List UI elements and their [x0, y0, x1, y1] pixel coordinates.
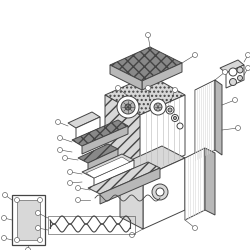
Circle shape — [58, 136, 62, 140]
Polygon shape — [105, 75, 185, 115]
Circle shape — [146, 86, 150, 90]
Polygon shape — [185, 148, 205, 220]
Circle shape — [172, 114, 178, 121]
Polygon shape — [86, 157, 130, 178]
Circle shape — [26, 248, 30, 250]
Circle shape — [174, 116, 176, 119]
Circle shape — [246, 66, 250, 70]
Circle shape — [36, 226, 41, 230]
Circle shape — [121, 100, 135, 114]
Polygon shape — [88, 149, 118, 170]
Circle shape — [117, 96, 139, 118]
Circle shape — [14, 238, 20, 242]
Polygon shape — [82, 126, 128, 154]
Circle shape — [192, 52, 198, 58]
Circle shape — [230, 78, 236, 86]
Polygon shape — [205, 148, 215, 215]
Polygon shape — [110, 47, 182, 81]
Circle shape — [76, 186, 80, 190]
Polygon shape — [88, 162, 160, 194]
Circle shape — [156, 188, 164, 196]
Polygon shape — [120, 165, 143, 229]
Circle shape — [62, 156, 68, 160]
Polygon shape — [82, 154, 134, 178]
Circle shape — [2, 236, 6, 240]
Polygon shape — [76, 117, 100, 139]
Polygon shape — [12, 195, 45, 245]
Polygon shape — [94, 160, 134, 186]
Polygon shape — [72, 120, 128, 146]
Polygon shape — [142, 63, 182, 90]
Circle shape — [238, 76, 242, 80]
Polygon shape — [100, 168, 160, 204]
Circle shape — [36, 210, 41, 216]
Circle shape — [76, 198, 80, 202]
Polygon shape — [143, 158, 185, 229]
Circle shape — [192, 226, 198, 230]
Circle shape — [2, 216, 6, 220]
Circle shape — [229, 68, 237, 76]
Polygon shape — [220, 60, 244, 73]
Polygon shape — [120, 146, 185, 177]
Circle shape — [152, 184, 168, 200]
Circle shape — [232, 98, 237, 102]
Circle shape — [116, 86, 120, 90]
Circle shape — [56, 120, 60, 124]
Circle shape — [246, 52, 250, 58]
Polygon shape — [140, 95, 185, 175]
Polygon shape — [17, 200, 40, 240]
Circle shape — [166, 106, 174, 114]
Circle shape — [2, 192, 7, 198]
Circle shape — [58, 148, 62, 152]
Polygon shape — [215, 80, 222, 155]
Circle shape — [236, 126, 240, 130]
Circle shape — [168, 108, 172, 112]
Polygon shape — [105, 95, 140, 175]
Circle shape — [172, 88, 178, 92]
Circle shape — [237, 67, 243, 73]
Polygon shape — [195, 80, 215, 160]
Polygon shape — [226, 65, 244, 88]
Circle shape — [130, 232, 134, 237]
Circle shape — [38, 238, 43, 242]
Circle shape — [68, 170, 72, 174]
Circle shape — [14, 198, 20, 202]
Circle shape — [38, 198, 43, 202]
Circle shape — [177, 123, 183, 129]
Circle shape — [146, 32, 150, 38]
Circle shape — [222, 70, 228, 74]
Polygon shape — [78, 144, 118, 163]
Circle shape — [68, 180, 72, 186]
Polygon shape — [110, 65, 142, 90]
Circle shape — [125, 104, 131, 110]
Circle shape — [150, 99, 166, 115]
Circle shape — [154, 103, 162, 111]
Polygon shape — [68, 112, 100, 128]
